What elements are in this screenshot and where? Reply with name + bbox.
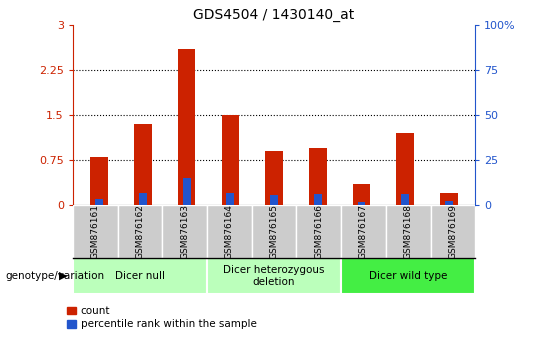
Bar xyxy=(386,205,430,258)
Bar xyxy=(134,124,152,205)
Bar xyxy=(207,258,341,294)
Bar xyxy=(118,205,163,258)
Text: GSM876165: GSM876165 xyxy=(269,204,279,259)
Bar xyxy=(139,193,147,205)
Text: GSM876162: GSM876162 xyxy=(136,204,145,259)
Text: GSM876166: GSM876166 xyxy=(314,204,323,259)
Bar xyxy=(314,194,322,205)
Legend: count, percentile rank within the sample: count, percentile rank within the sample xyxy=(68,306,256,329)
Bar xyxy=(221,115,239,205)
Bar xyxy=(95,199,103,205)
Text: genotype/variation: genotype/variation xyxy=(5,271,105,281)
Bar xyxy=(183,178,191,205)
Text: GSM876168: GSM876168 xyxy=(403,204,413,259)
Text: GSM876163: GSM876163 xyxy=(180,204,189,259)
Text: ▶: ▶ xyxy=(59,271,68,281)
Bar xyxy=(270,195,278,205)
Bar xyxy=(430,205,475,258)
Bar xyxy=(90,157,108,205)
Bar xyxy=(353,184,370,205)
Bar xyxy=(401,194,409,205)
Bar xyxy=(252,205,296,258)
Bar xyxy=(178,49,195,205)
Text: Dicer null: Dicer null xyxy=(115,271,165,281)
Text: GSM876161: GSM876161 xyxy=(91,204,100,259)
Bar xyxy=(440,193,458,205)
Text: GSM876164: GSM876164 xyxy=(225,204,234,259)
Title: GDS4504 / 1430140_at: GDS4504 / 1430140_at xyxy=(193,8,355,22)
Text: GSM876167: GSM876167 xyxy=(359,204,368,259)
Bar xyxy=(357,202,366,205)
Text: Dicer wild type: Dicer wild type xyxy=(369,271,447,281)
Bar xyxy=(341,205,386,258)
Bar xyxy=(341,258,475,294)
Bar xyxy=(445,201,453,205)
Bar xyxy=(309,148,327,205)
Bar xyxy=(226,193,234,205)
Bar xyxy=(265,151,283,205)
Bar xyxy=(207,205,252,258)
Text: Dicer heterozygous
deletion: Dicer heterozygous deletion xyxy=(224,265,325,287)
Bar xyxy=(163,205,207,258)
Bar xyxy=(73,205,118,258)
Bar xyxy=(73,258,207,294)
Bar xyxy=(296,205,341,258)
Text: GSM876169: GSM876169 xyxy=(448,204,457,259)
Bar xyxy=(396,133,414,205)
